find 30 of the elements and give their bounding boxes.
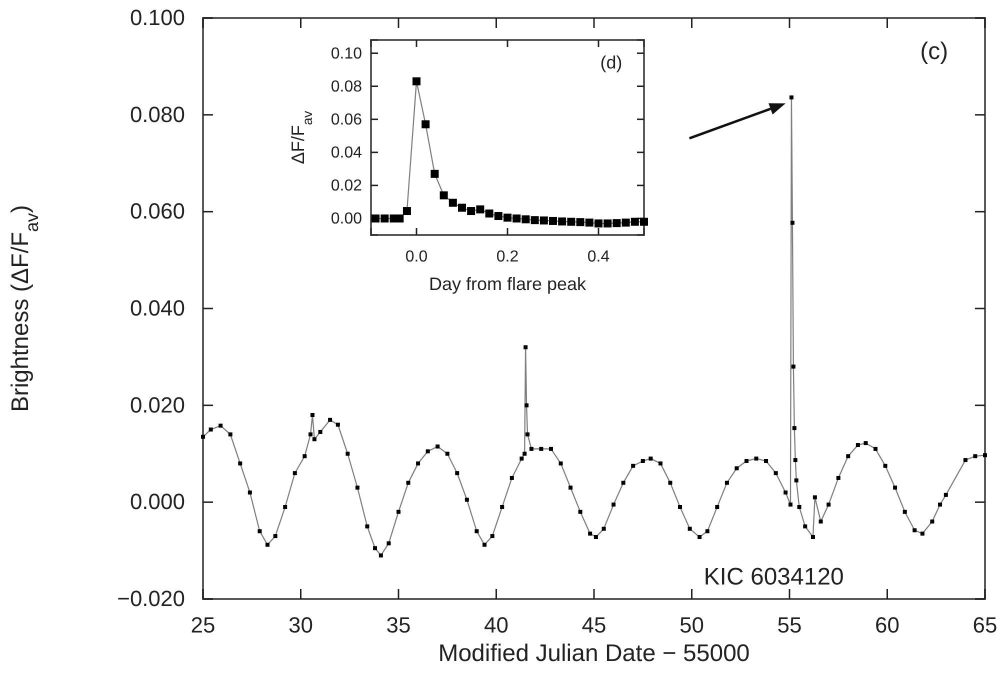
x-tick-label: 0.2 [496, 248, 519, 266]
y-tick-label: 0.020 [130, 392, 185, 418]
y-tick-label: 0.06 [330, 111, 362, 128]
y-tick-label: 0.040 [130, 296, 185, 321]
y-tick-label: 0.08 [330, 78, 362, 96]
x-axis-title: Day from flare peak [428, 274, 588, 294]
x-tick-label: 0.0 [405, 248, 428, 266]
x-tick-label: 55 [777, 612, 802, 638]
x-tick-label: 35 [386, 612, 411, 638]
x-tick-label: 60 [875, 612, 900, 638]
annotation: (d) [600, 52, 622, 72]
x-tick-label: 0.4 [587, 248, 610, 266]
y-tick-label: 0.060 [130, 198, 185, 224]
x-tick-label: 25 [190, 612, 216, 638]
annotation: KIC 6034120 [704, 564, 844, 592]
x-tick-label: 40 [484, 612, 508, 638]
y-tick-label: 0.00 [330, 210, 362, 228]
x-tick-label: 65 [972, 612, 998, 638]
x-tick-label: 30 [288, 612, 313, 638]
x-tick-label: 50 [680, 612, 704, 638]
x-axis-title: Modified Julian Date − 55000 [438, 640, 750, 667]
y-tick-label: 0.080 [130, 102, 185, 127]
y-tick-label: −0.020 [117, 586, 185, 612]
y-tick-label: 0.10 [330, 45, 362, 62]
y-tick-label: 0.000 [130, 489, 185, 514]
annotation: (c) [920, 38, 948, 66]
x-tick-label: 45 [582, 612, 606, 638]
y-tick-label: 0.04 [330, 144, 362, 162]
y-tick-label: 0.02 [330, 178, 362, 195]
y-tick-label: 0.100 [130, 5, 185, 30]
